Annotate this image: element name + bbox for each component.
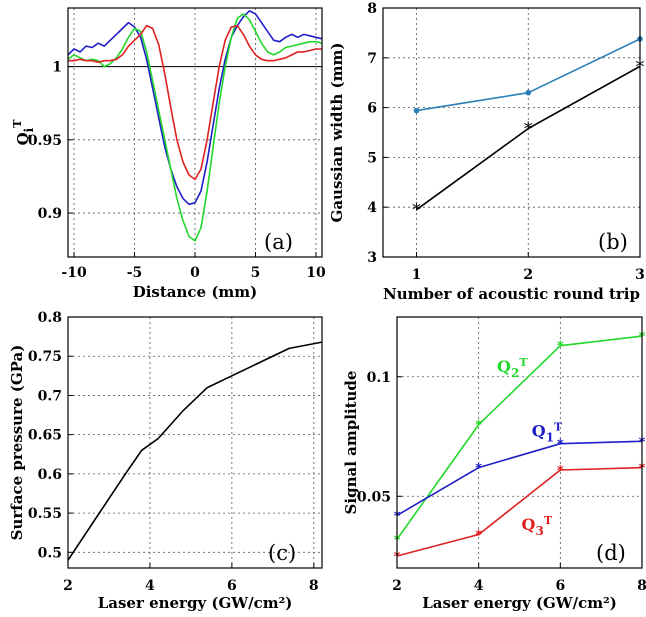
x-tick-label: 6 bbox=[227, 578, 237, 594]
y-tick-label: 0.9 bbox=[38, 206, 62, 222]
series-name-sup: T bbox=[519, 356, 528, 369]
panel-tag: (a) bbox=[264, 230, 293, 254]
series-name: Q bbox=[522, 515, 536, 534]
data-point-marker: * bbox=[475, 529, 482, 544]
y-axis-label: Surface pressure (GPa) bbox=[8, 345, 26, 541]
y-axis-label-sub: i bbox=[22, 127, 36, 132]
series-line bbox=[396, 466, 643, 557]
y-tick-label: 0.1 bbox=[367, 370, 391, 386]
x-tick-label: 1 bbox=[412, 267, 422, 283]
y-tick-label: 0.95 bbox=[28, 133, 62, 149]
series-name-sub: 1 bbox=[546, 431, 554, 445]
y-axis-label-text: Signal amplitude bbox=[342, 371, 360, 515]
series-line bbox=[67, 13, 323, 242]
panel-tag: (d) bbox=[596, 541, 626, 565]
x-axis-label: Distance (mm) bbox=[133, 283, 258, 301]
data-point-marker: * bbox=[524, 119, 533, 140]
data-point-marker: * bbox=[475, 419, 482, 434]
data-point-marker: * bbox=[557, 438, 564, 453]
series-name-sub: 2 bbox=[511, 366, 519, 380]
series-name-sup: T bbox=[544, 514, 553, 527]
y-axis-label: QiT bbox=[11, 119, 36, 146]
panel-a-chart: -10 -5 0 5 10 0.9 0.95 1 Distance (mm) QiT (a) bbox=[11, 7, 326, 301]
y-tick-label: 0.5 bbox=[38, 545, 62, 561]
data-point-marker: * bbox=[557, 464, 564, 479]
x-axis-label: Number of acoustic round trip bbox=[383, 285, 640, 303]
y-tick-label: 6 bbox=[367, 101, 377, 117]
series-name-sub: 3 bbox=[535, 524, 543, 538]
series-line bbox=[416, 65, 641, 211]
y-axis-label-text: Surface pressure (GPa) bbox=[8, 345, 26, 541]
y-tick-label: 5 bbox=[367, 150, 377, 166]
series-label: Q3T bbox=[522, 514, 553, 538]
x-tick-label: 10 bbox=[306, 265, 326, 281]
panel-c-chart: 2 4 6 8 0.5 0.55 0.6 0.65 0.7 0.75 0.8 Laser energy… bbox=[8, 310, 323, 612]
plot-frame bbox=[67, 316, 323, 569]
x-tick-label: 3 bbox=[635, 267, 645, 283]
y-tick-label: 0.7 bbox=[38, 388, 62, 404]
series-line bbox=[67, 10, 323, 206]
y-tick-label: 0.8 bbox=[38, 310, 62, 326]
x-axis-label: Laser energy (GW/cm²) bbox=[422, 594, 617, 612]
y-axis-label-text: Q bbox=[14, 132, 32, 145]
series-label: Q1T bbox=[532, 421, 563, 445]
x-tick-label: 2 bbox=[523, 267, 533, 283]
series-name-sup: T bbox=[554, 421, 563, 434]
y-tick-label: 0.6 bbox=[38, 467, 62, 483]
y-tick-label: 0.65 bbox=[28, 428, 62, 444]
x-tick-label: 8 bbox=[309, 578, 319, 594]
x-tick-label: -10 bbox=[61, 265, 87, 281]
x-tick-label: 2 bbox=[63, 578, 73, 594]
y-tick-label: 4 bbox=[367, 200, 377, 216]
series-line bbox=[396, 335, 643, 540]
plot-frame bbox=[382, 7, 641, 258]
plot-frame bbox=[396, 316, 643, 569]
x-tick-label: 5 bbox=[251, 265, 261, 281]
x-tick-label: 2 bbox=[392, 578, 402, 594]
x-tick-label: -5 bbox=[127, 265, 143, 281]
series-name: Q bbox=[497, 357, 511, 376]
y-tick-label: 0.75 bbox=[28, 349, 62, 365]
y-axis-label-text: Gaussian width (mm) bbox=[328, 43, 346, 223]
y-tick-label: 1 bbox=[52, 60, 62, 76]
series-name: Q bbox=[532, 422, 546, 441]
x-tick-label: 0 bbox=[190, 265, 200, 281]
y-tick-label: 3 bbox=[367, 250, 377, 266]
data-point-marker bbox=[413, 107, 420, 114]
data-point-marker: * bbox=[557, 340, 564, 355]
y-axis-label-sup: T bbox=[11, 119, 24, 128]
y-tick-label: 8 bbox=[367, 1, 377, 17]
x-tick-label: 8 bbox=[637, 578, 646, 594]
data-point-marker: * bbox=[475, 462, 482, 477]
panel-tag: (c) bbox=[268, 541, 296, 565]
y-tick-label: 0.55 bbox=[28, 506, 62, 522]
data-point-marker bbox=[525, 89, 532, 96]
y-tick-label: 7 bbox=[367, 51, 377, 67]
x-axis-label: Laser energy (GW/cm²) bbox=[98, 594, 293, 612]
series-line bbox=[396, 440, 643, 517]
series-line bbox=[67, 341, 323, 561]
series-line bbox=[68, 24, 322, 181]
x-tick-label: 4 bbox=[474, 578, 484, 594]
panel-tag: (b) bbox=[598, 230, 628, 254]
y-axis-label: Gaussian width (mm) bbox=[328, 43, 346, 223]
x-tick-label: 4 bbox=[145, 578, 155, 594]
y-tick-label: 0.05 bbox=[357, 489, 391, 505]
y-axis-label: Signal amplitude bbox=[342, 371, 360, 515]
data-point-marker: * bbox=[412, 200, 421, 221]
series-label: Q2T bbox=[497, 356, 528, 380]
x-tick-label: 6 bbox=[555, 578, 565, 594]
